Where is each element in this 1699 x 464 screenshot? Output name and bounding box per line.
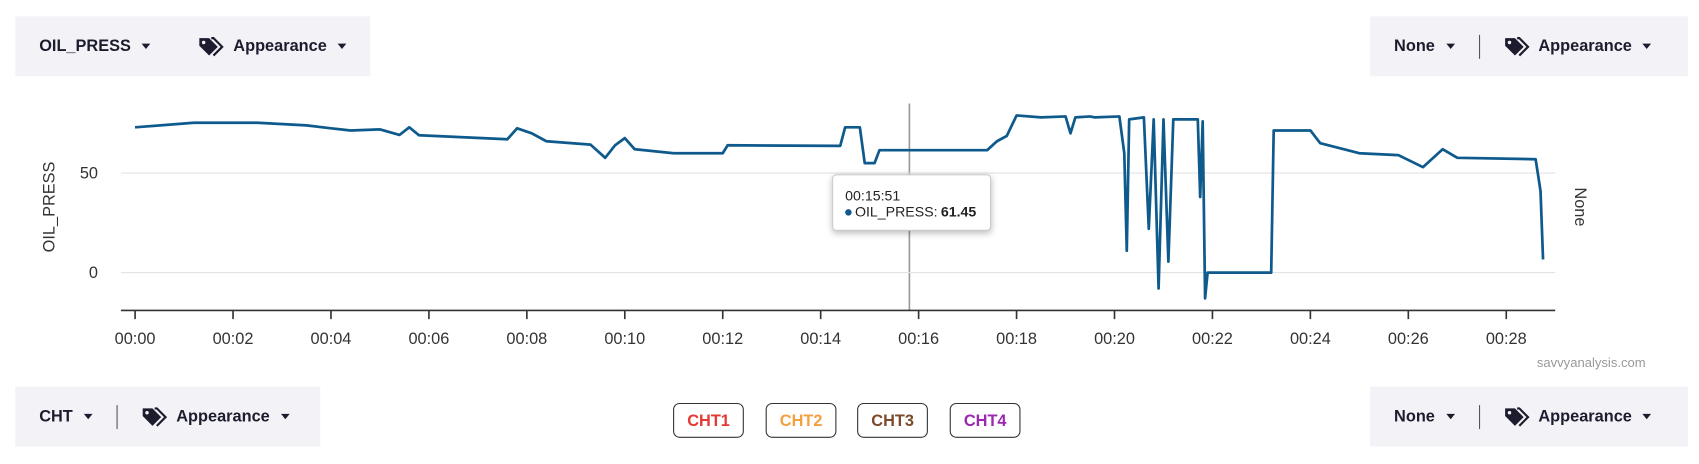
- appearance-label: Appearance: [176, 407, 270, 426]
- field-select[interactable]: None: [1370, 37, 1478, 56]
- field-label: OIL_PRESS: [39, 37, 131, 56]
- x-tick-label: 00:16: [898, 330, 939, 348]
- x-tick-label: 00:06: [408, 330, 449, 348]
- x-tick-label: 00:12: [702, 330, 743, 348]
- y-axis-label: OIL_PRESS: [40, 161, 58, 252]
- x-tick-label: 00:26: [1388, 330, 1429, 348]
- y-tick-label: 50: [80, 165, 98, 183]
- appearance-label: Appearance: [1538, 407, 1632, 426]
- appearance-select[interactable]: Appearance: [117, 406, 313, 428]
- x-tick-label: 00:10: [604, 330, 645, 348]
- tooltip-series: OIL_PRESS:: [854, 203, 938, 220]
- x-tick-label: 00:02: [213, 330, 254, 348]
- appearance-label: Appearance: [1538, 37, 1632, 56]
- watermark: savvyanalysis.com: [1537, 355, 1646, 370]
- series-button[interactable]: CHT1: [673, 402, 745, 438]
- tooltip-time: 00:15:51: [845, 187, 901, 204]
- y-tick-label: 0: [89, 264, 98, 282]
- field-select[interactable]: None: [1370, 407, 1478, 426]
- series-line: [134, 114, 1545, 300]
- x-tick-label: 00:08: [506, 330, 547, 348]
- bottom-left-controls: CHT Appearance: [15, 386, 321, 447]
- field-select[interactable]: CHT: [15, 407, 116, 426]
- x-tick-label: 00:24: [1290, 330, 1331, 348]
- appearance-label: Appearance: [233, 37, 327, 56]
- tooltip-value: 61.45: [940, 203, 977, 220]
- tooltip: 00:15:51 OIL_PRESS: 61.45: [832, 174, 992, 231]
- series-button[interactable]: CHT3: [857, 402, 929, 438]
- x-tick-label: 00:04: [311, 330, 352, 348]
- field-select[interactable]: OIL_PRESS: [15, 37, 174, 56]
- x-tick-label: 00:14: [800, 330, 841, 348]
- y2-axis-label: None: [1571, 187, 1589, 226]
- appearance-select[interactable]: Appearance: [174, 35, 370, 57]
- field-label: CHT: [39, 407, 73, 426]
- series-button[interactable]: CHT4: [949, 402, 1021, 438]
- field-label: None: [1394, 37, 1435, 56]
- x-tick-label: 00:28: [1486, 330, 1527, 348]
- top-left-controls: OIL_PRESS Appearance: [15, 16, 371, 77]
- appearance-select[interactable]: Appearance: [1480, 35, 1676, 57]
- x-tick-label: 00:20: [1094, 330, 1135, 348]
- series-button[interactable]: CHT2: [765, 402, 837, 438]
- x-tick-label: 00:00: [115, 330, 156, 348]
- field-label: None: [1394, 407, 1435, 426]
- appearance-select[interactable]: Appearance: [1480, 406, 1676, 428]
- top-right-controls: None Appearance: [1370, 16, 1689, 77]
- bottom-right-controls: None Appearance: [1370, 386, 1689, 447]
- x-tick-label: 00:22: [1192, 330, 1233, 348]
- x-tick-label: 00:18: [996, 330, 1037, 348]
